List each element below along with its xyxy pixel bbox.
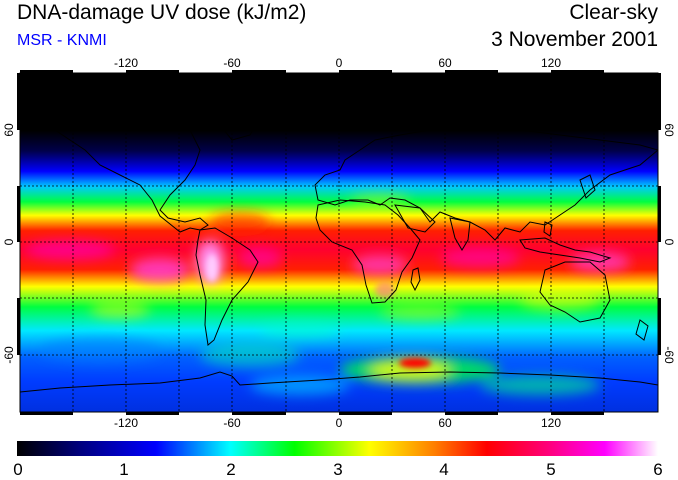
right-lat-labels: 60 0 -60 — [662, 123, 676, 364]
uv-field — [20, 73, 658, 412]
antarctica-coast — [20, 371, 658, 393]
india-coast — [449, 217, 471, 251]
bottom-lon-tick: 60 — [438, 416, 452, 430]
top-lon-tick: 120 — [541, 56, 561, 70]
north-america-coast — [53, 117, 209, 233]
left-lat-tick: 60 — [2, 123, 16, 137]
map-frame — [17, 70, 661, 415]
right-lat-tick: 60 — [662, 123, 676, 137]
eurasia-coast — [314, 127, 658, 241]
south-america-coast — [195, 227, 259, 346]
top-lon-tick: -120 — [114, 56, 138, 70]
scale-label: 6 — [653, 460, 662, 479]
scale-label: 4 — [439, 460, 448, 479]
scale-label: 5 — [546, 460, 555, 479]
japan-coast — [579, 174, 596, 199]
indonesia-coast — [519, 237, 612, 263]
left-lat-tick: -60 — [2, 346, 16, 364]
map-title: DNA-damage UV dose (kJ/m2) — [17, 1, 307, 24]
color-scale-bar — [17, 441, 658, 456]
arabia-coast — [394, 204, 436, 233]
top-lon-tick: 0 — [336, 56, 343, 70]
bottom-lon-tick: -120 — [114, 416, 138, 430]
right-lat-tick: -60 — [662, 346, 676, 364]
graticule — [20, 73, 658, 412]
bottom-lon-tick: -60 — [223, 416, 241, 430]
credit-label: MSR - KNMI — [17, 32, 107, 49]
date-label: 3 November 2001 — [491, 28, 658, 51]
left-lat-labels: 60 0 -60 — [2, 123, 16, 364]
antarctic-hotspot — [399, 358, 431, 368]
australia-coast — [539, 261, 611, 323]
top-lon-tick: -60 — [223, 56, 241, 70]
color-scale: 0 1 2 3 4 5 6 — [13, 441, 663, 479]
madagascar-coast — [410, 267, 421, 292]
scale-label: 3 — [333, 460, 342, 479]
scale-label: 2 — [226, 460, 235, 479]
bottom-lon-labels: -120 -60 0 60 120 — [114, 416, 561, 430]
right-lat-tick: 0 — [662, 239, 676, 246]
top-lon-labels: -120 -60 0 60 120 — [114, 56, 561, 70]
greenland-coast — [214, 99, 263, 141]
scale-label: 1 — [119, 460, 128, 479]
top-lon-tick: 60 — [438, 56, 452, 70]
new-zealand-coast — [635, 319, 649, 341]
bottom-lon-tick: 0 — [336, 416, 343, 430]
sky-condition-label: Clear-sky — [569, 1, 658, 24]
scale-label: 0 — [13, 460, 22, 479]
philippines-coast — [543, 221, 553, 237]
bottom-lon-tick: 120 — [541, 416, 561, 430]
left-lat-tick: 0 — [2, 238, 16, 245]
